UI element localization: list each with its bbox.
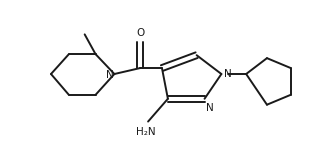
Text: H₂N: H₂N xyxy=(136,127,156,136)
Text: N: N xyxy=(106,70,113,80)
Text: N: N xyxy=(225,69,232,79)
Text: N: N xyxy=(206,103,213,113)
Text: O: O xyxy=(136,28,144,38)
